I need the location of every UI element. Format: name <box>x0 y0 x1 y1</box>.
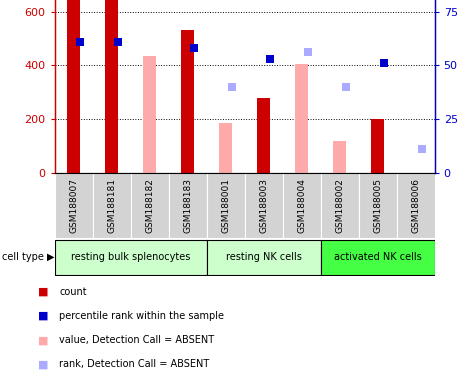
Bar <box>143 56 156 173</box>
Bar <box>55 173 93 238</box>
Text: GSM188182: GSM188182 <box>145 178 154 233</box>
Text: GSM188007: GSM188007 <box>69 178 78 233</box>
Bar <box>245 173 283 238</box>
Text: resting bulk splenocytes: resting bulk splenocytes <box>71 252 190 262</box>
Text: GSM188006: GSM188006 <box>411 178 420 233</box>
Bar <box>55 240 207 275</box>
Text: value, Detection Call = ABSENT: value, Detection Call = ABSENT <box>59 335 215 345</box>
Bar <box>169 173 207 238</box>
Bar <box>257 98 270 173</box>
Bar <box>321 240 435 275</box>
Text: ■: ■ <box>38 311 48 321</box>
Text: resting NK cells: resting NK cells <box>226 252 302 262</box>
Bar <box>333 141 346 173</box>
Bar <box>295 64 308 173</box>
Text: ■: ■ <box>38 335 48 345</box>
Bar <box>131 173 169 238</box>
Bar <box>283 173 321 238</box>
Text: GSM188002: GSM188002 <box>335 178 344 233</box>
Text: ■: ■ <box>38 287 48 297</box>
Text: count: count <box>59 287 87 297</box>
Text: GSM188001: GSM188001 <box>221 178 230 233</box>
Text: GSM188003: GSM188003 <box>259 178 268 233</box>
Bar <box>207 173 245 238</box>
Text: GSM188183: GSM188183 <box>183 178 192 233</box>
Text: GSM188181: GSM188181 <box>107 178 116 233</box>
Text: cell type ▶: cell type ▶ <box>2 252 55 262</box>
Text: GSM188005: GSM188005 <box>373 178 382 233</box>
Text: GSM188004: GSM188004 <box>297 178 306 233</box>
Text: ■: ■ <box>38 359 48 369</box>
Text: activated NK cells: activated NK cells <box>334 252 421 262</box>
Bar <box>207 240 321 275</box>
Bar <box>105 0 118 173</box>
Bar <box>321 173 359 238</box>
Text: percentile rank within the sample: percentile rank within the sample <box>59 311 224 321</box>
Bar <box>93 173 131 238</box>
Bar <box>397 173 435 238</box>
Bar <box>67 0 80 173</box>
Bar <box>181 30 194 173</box>
Bar <box>219 123 232 173</box>
Text: rank, Detection Call = ABSENT: rank, Detection Call = ABSENT <box>59 359 209 369</box>
Bar <box>359 173 397 238</box>
Bar <box>371 119 384 173</box>
